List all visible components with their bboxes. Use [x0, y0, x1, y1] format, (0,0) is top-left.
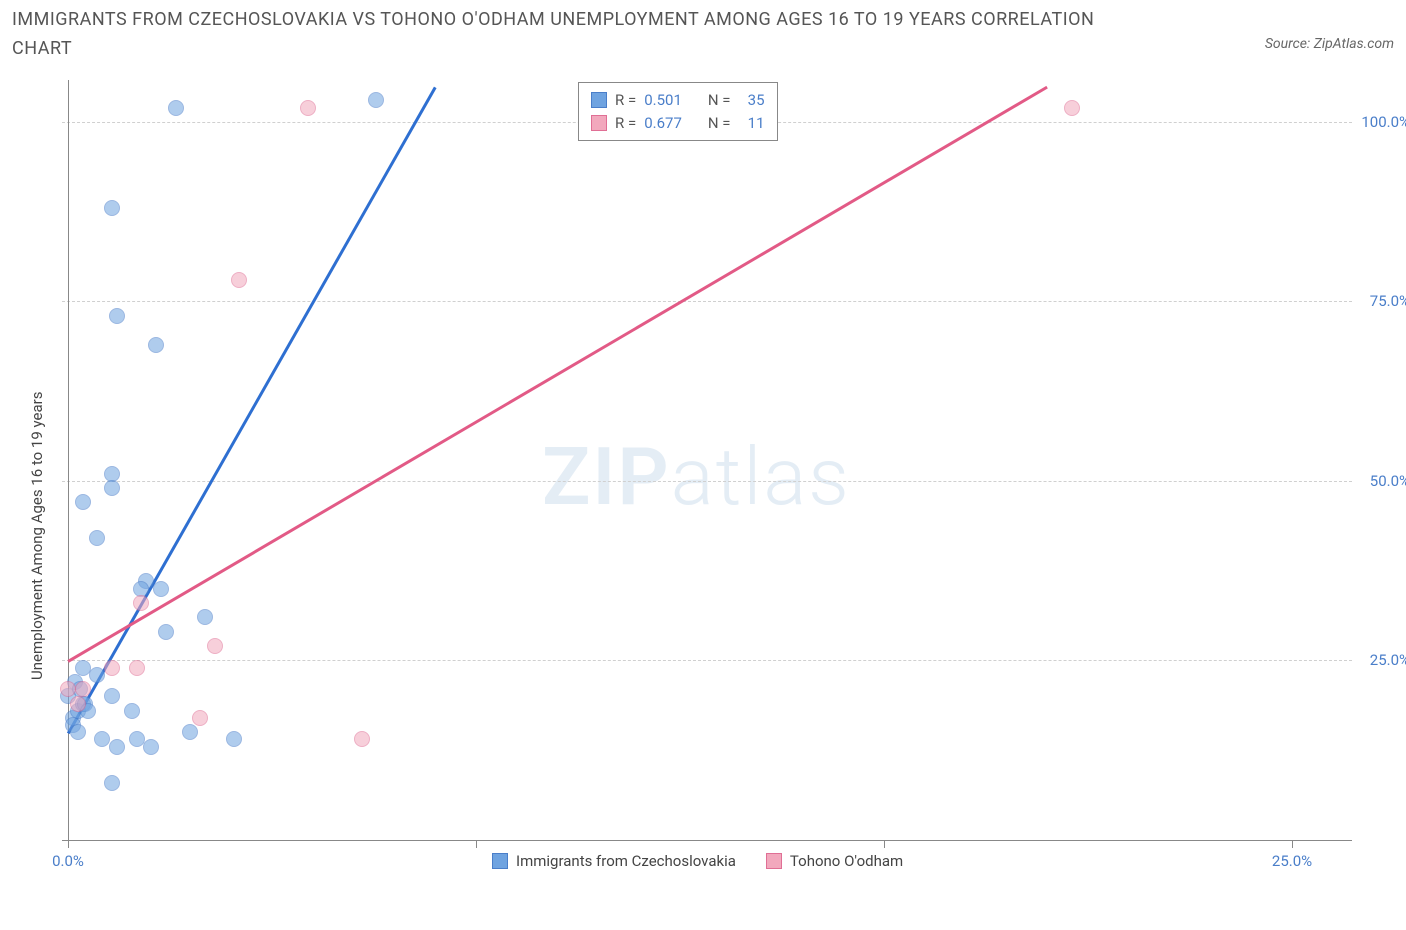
data-point — [89, 530, 105, 546]
data-point — [148, 337, 164, 353]
x-tick — [476, 840, 477, 848]
data-point — [109, 739, 125, 755]
legend-swatch — [591, 115, 607, 131]
watermark: ZIPatlas — [542, 430, 851, 524]
trend-line — [67, 86, 1047, 663]
chart-title: IMMIGRANTS FROM CZECHOSLOVAKIA VS TOHONO… — [12, 6, 1112, 64]
data-point — [104, 688, 120, 704]
x-tick-label: 25.0% — [1272, 852, 1312, 870]
data-point — [133, 595, 149, 611]
y-tick-label: 75.0% — [1370, 292, 1406, 310]
stat-r-label: R = — [615, 112, 636, 135]
source-attribution: Source: ZipAtlas.com — [1265, 36, 1394, 52]
data-point — [104, 660, 120, 676]
grid-line — [62, 660, 1352, 661]
legend-swatch — [766, 853, 782, 869]
legend-swatch — [591, 92, 607, 108]
data-point — [124, 703, 140, 719]
data-point — [158, 624, 174, 640]
data-point — [207, 638, 223, 654]
data-point — [129, 660, 145, 676]
x-tick — [884, 840, 885, 848]
data-point — [89, 667, 105, 683]
stats-box: R = 0.501 N = 35 R = 0.677 N = 11 — [578, 82, 778, 141]
legend-swatch — [492, 853, 508, 869]
x-tick — [1292, 840, 1293, 848]
data-point — [368, 92, 384, 108]
data-point — [143, 739, 159, 755]
stats-row: R = 0.501 N = 35 — [591, 89, 765, 112]
stat-r-label: R = — [615, 89, 636, 112]
stat-n-label: N = — [708, 89, 731, 112]
y-tick-label: 25.0% — [1370, 651, 1406, 669]
stat-n-value: 35 — [739, 89, 765, 112]
legend-label: Immigrants from Czechoslovakia — [516, 852, 736, 870]
data-point — [231, 272, 247, 288]
data-point — [153, 581, 169, 597]
legend: Immigrants from Czechoslovakia Tohono O'o… — [492, 852, 903, 870]
y-tick-label: 50.0% — [1370, 472, 1406, 490]
grid-line — [62, 481, 1352, 482]
data-point — [197, 609, 213, 625]
watermark-bold: ZIP — [542, 430, 671, 524]
stat-r-value: 0.677 — [644, 112, 682, 135]
trend-line — [67, 87, 436, 735]
y-tick-label: 100.0% — [1361, 113, 1406, 131]
data-point — [94, 731, 110, 747]
stat-n-label: N = — [708, 112, 731, 135]
data-point — [104, 775, 120, 791]
data-point — [60, 681, 76, 697]
watermark-light: atlas — [671, 430, 851, 524]
data-point — [75, 660, 91, 676]
data-point — [104, 480, 120, 496]
data-point — [1064, 100, 1080, 116]
legend-label: Tohono O'odham — [790, 852, 903, 870]
data-point — [70, 696, 86, 712]
data-point — [168, 100, 184, 116]
data-point — [354, 731, 370, 747]
x-axis — [62, 840, 1352, 841]
data-point — [129, 731, 145, 747]
plot-area: ZIPatlas 25.0%50.0%75.0%100.0%0.0%25.0%R… — [62, 80, 1352, 870]
data-point — [192, 710, 208, 726]
stats-row: R = 0.677 N = 11 — [591, 112, 765, 135]
data-point — [182, 724, 198, 740]
y-axis-label: Unemployment Among Ages 16 to 19 years — [28, 392, 46, 680]
data-point — [75, 494, 91, 510]
legend-item: Immigrants from Czechoslovakia — [492, 852, 736, 870]
stat-n-value: 11 — [739, 112, 765, 135]
data-point — [104, 200, 120, 216]
data-point — [109, 308, 125, 324]
grid-line — [62, 301, 1352, 302]
legend-item: Tohono O'odham — [766, 852, 903, 870]
x-tick — [68, 840, 69, 848]
x-tick-label: 0.0% — [52, 852, 84, 870]
data-point — [300, 100, 316, 116]
data-point — [226, 731, 242, 747]
stat-r-value: 0.501 — [644, 89, 682, 112]
data-point — [70, 724, 86, 740]
